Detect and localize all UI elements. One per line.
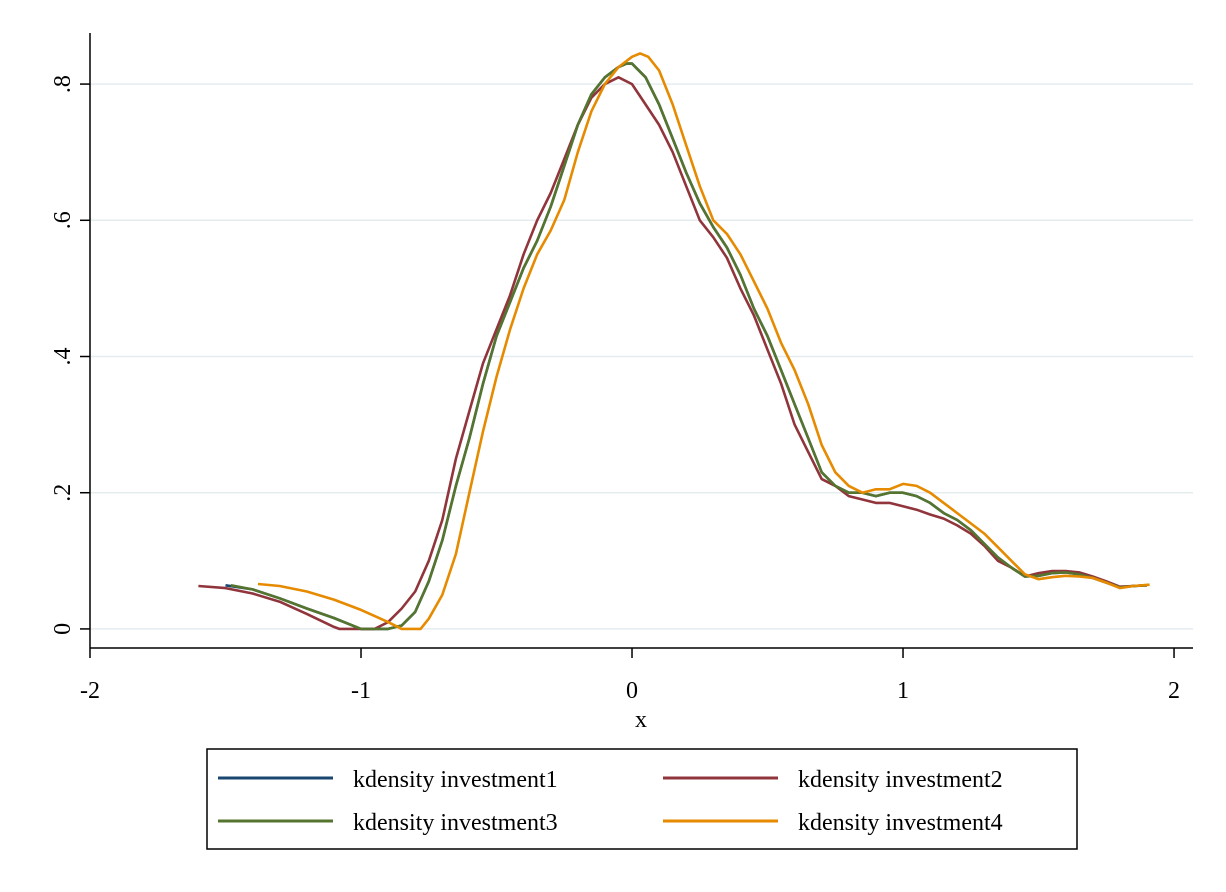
legend-box	[206, 748, 1078, 850]
legend-label: kdensity investment2	[798, 767, 1003, 793]
y-tick-label: 0	[50, 623, 76, 635]
x-tick-label: 0	[626, 678, 638, 704]
legend: kdensity investment1 kdensity investment…	[206, 748, 1078, 850]
series-line-3	[230, 62, 1147, 631]
x-tick-label: 2	[1168, 678, 1180, 704]
legend-label: kdensity investment3	[353, 810, 558, 836]
y-tick-label: .2	[50, 484, 76, 502]
legend-label: kdensity investment4	[798, 810, 1003, 836]
legend-entry-investment1: kdensity investment1	[218, 767, 558, 793]
x-tick-label: -1	[351, 678, 371, 704]
y-ticks: 0 .2 .4 .6 .8	[50, 75, 90, 635]
y-tick-label: .8	[50, 75, 76, 93]
axes	[89, 33, 1193, 649]
legend-entry-investment2: kdensity investment2	[663, 767, 1003, 793]
y-tick-label: .4	[50, 348, 76, 366]
x-ticks: -2 -1 0 1 2	[80, 648, 1180, 704]
x-tick-label: 1	[897, 678, 909, 704]
series-line-2	[198, 76, 1147, 631]
legend-label: kdensity investment1	[353, 767, 558, 793]
legend-entry-investment3: kdensity investment3	[218, 810, 558, 836]
grid-lines	[90, 83, 1193, 630]
series-lines	[198, 52, 1150, 631]
series-line-4	[257, 52, 1150, 631]
x-tick-label: -2	[80, 678, 100, 704]
legend-entry-investment4: kdensity investment4	[663, 810, 1003, 836]
x-axis-label: x	[635, 707, 647, 733]
y-tick-label: .6	[50, 211, 76, 229]
